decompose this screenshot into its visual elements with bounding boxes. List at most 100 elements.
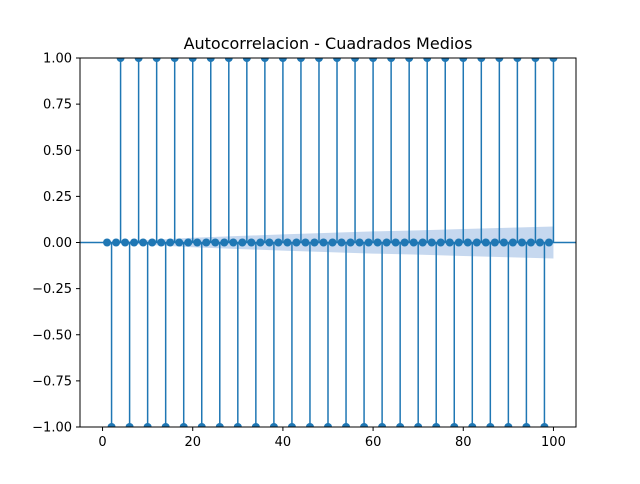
stem-marker xyxy=(278,58,287,62)
stem-marker xyxy=(373,238,382,247)
stem-marker xyxy=(125,423,134,427)
stem-marker xyxy=(459,58,468,62)
stem-marker xyxy=(148,238,157,247)
stem-marker xyxy=(215,423,224,427)
stem-marker xyxy=(112,238,121,247)
stem-marker xyxy=(427,238,436,247)
stem-marker xyxy=(337,238,346,247)
y-tick-label: 0.00 xyxy=(43,236,72,251)
stem-marker xyxy=(134,58,143,62)
stem-marker xyxy=(229,238,238,247)
stem-marker xyxy=(175,238,184,247)
stem-marker xyxy=(396,423,405,427)
axes-layer: 0 20 40 60 80 100 −1.00 −0.75 −0.50 −0.25 0.00 0.25… xyxy=(32,52,577,450)
stem-marker xyxy=(179,423,188,427)
stem-marker xyxy=(193,238,202,247)
stem-marker xyxy=(382,238,391,247)
y-tick-label: 0.25 xyxy=(43,190,72,205)
stem-marker xyxy=(432,423,441,427)
stem-marker xyxy=(305,423,314,427)
stem-marker xyxy=(495,58,504,62)
x-tick-label: 100 xyxy=(541,435,566,450)
y-tick-label: −0.75 xyxy=(32,374,72,389)
stem-marker xyxy=(508,238,517,247)
stem-marker xyxy=(103,238,112,247)
stem-marker xyxy=(324,423,332,427)
stem-marker xyxy=(256,238,265,247)
stem-marker xyxy=(260,58,269,62)
y-tick-label: −0.50 xyxy=(32,328,72,343)
stem-marker xyxy=(166,238,175,247)
stem-marker xyxy=(441,58,450,62)
stem-marker xyxy=(224,58,233,62)
stem-marker xyxy=(463,238,472,247)
stem-marker xyxy=(197,423,206,427)
stem-marker xyxy=(351,58,360,62)
stem-marker xyxy=(400,238,409,247)
stem-marker xyxy=(517,238,526,247)
stem-marker xyxy=(477,58,486,62)
x-tick-label: 20 xyxy=(184,435,201,450)
stem-marker xyxy=(310,238,319,247)
stem-marker xyxy=(526,238,535,247)
stem-marker xyxy=(472,238,481,247)
stem-marker xyxy=(378,423,387,427)
stem-marker xyxy=(531,58,540,62)
stem-marker xyxy=(157,238,166,247)
stem-marker xyxy=(418,238,427,247)
stem-marker xyxy=(481,238,490,247)
stem-marker xyxy=(301,238,310,247)
x-tick-label: 0 xyxy=(98,435,106,450)
y-tick-label: −1.00 xyxy=(32,421,72,436)
stem-marker xyxy=(274,238,283,247)
stem-marker xyxy=(121,238,130,247)
stem-marker xyxy=(436,238,445,247)
stem-marker xyxy=(445,238,454,247)
stem-marker xyxy=(522,423,531,427)
stem-marker xyxy=(355,238,364,247)
stem-marker xyxy=(360,423,369,427)
stem-marker xyxy=(319,238,328,247)
stem-marker xyxy=(414,423,423,427)
stem-marker xyxy=(202,238,211,247)
stem-marker xyxy=(139,238,148,247)
stem-marker xyxy=(405,58,414,62)
stem-marker xyxy=(170,58,179,62)
y-tick-label: −0.25 xyxy=(32,282,72,297)
stem-marker xyxy=(242,58,251,62)
y-tick-label: 0.75 xyxy=(43,98,72,113)
chart-title: Autocorrelacion - Cuadrados Medios xyxy=(184,34,473,53)
stem-marker xyxy=(328,238,337,247)
stem-marker xyxy=(549,58,558,62)
stem-marker xyxy=(369,58,378,62)
stem-marker xyxy=(265,238,274,247)
stem-marker xyxy=(130,238,139,247)
stem-marker xyxy=(211,238,220,247)
stem-marker xyxy=(540,423,549,427)
stem-marker xyxy=(296,58,305,62)
stem-marker xyxy=(247,238,256,247)
stem-marker xyxy=(499,238,508,247)
stem-marker xyxy=(391,238,400,247)
stem-marker xyxy=(238,238,247,247)
stem-marker xyxy=(287,423,296,427)
x-tick-label: 60 xyxy=(365,435,382,450)
stem-marker xyxy=(342,423,351,427)
stem-marker xyxy=(251,423,260,427)
stem-marker xyxy=(409,238,418,247)
x-tick-label: 40 xyxy=(275,435,292,450)
stem-marker xyxy=(161,423,170,427)
x-tick-label: 80 xyxy=(455,435,472,450)
stem-marker xyxy=(143,423,152,427)
stem-marker xyxy=(283,238,292,247)
stem-marker xyxy=(513,58,522,62)
stem-marker xyxy=(504,423,513,427)
stem-marker xyxy=(206,58,215,62)
stem-marker xyxy=(220,238,229,247)
stem-layer xyxy=(80,58,576,427)
stem-marker xyxy=(314,58,323,62)
stem-marker xyxy=(269,423,278,427)
stem-marker xyxy=(387,58,396,62)
